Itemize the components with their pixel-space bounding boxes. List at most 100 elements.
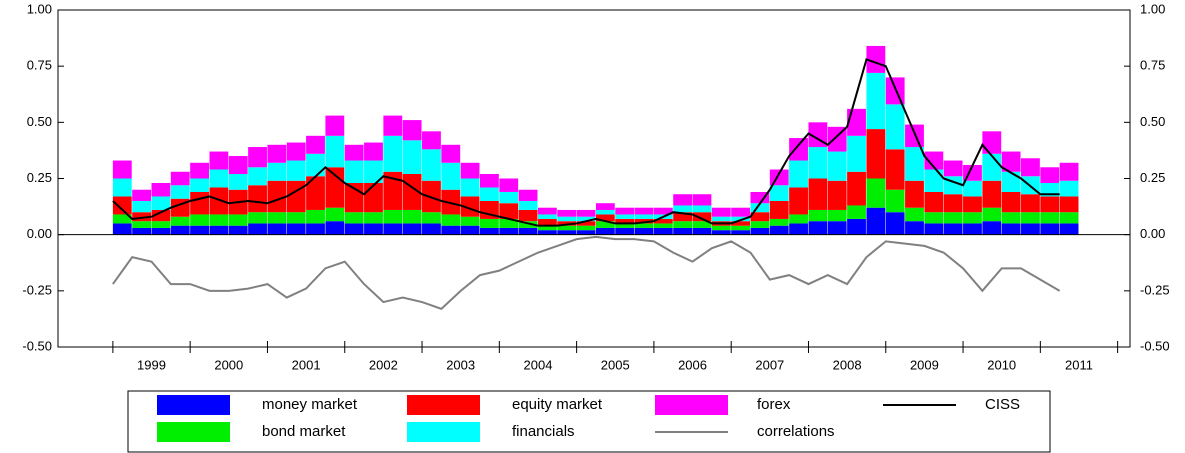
x-tick-label: 2002 (369, 357, 398, 372)
bar-segment (963, 196, 982, 213)
bar-segment (750, 203, 770, 213)
bar-segment (499, 203, 519, 219)
bar-segment (537, 207, 557, 215)
bar-segment (286, 142, 306, 161)
y2-tick-label: 0.50 (1140, 114, 1165, 129)
bar-segment (866, 178, 886, 208)
bar-segment (422, 131, 441, 150)
bar-segment (325, 207, 345, 222)
x-tick-label: 2009 (910, 357, 939, 372)
bar-segment (1059, 180, 1079, 197)
bar-segment (383, 171, 403, 210)
bar-segment (847, 205, 866, 219)
bar-segment (692, 221, 712, 228)
bar-segment (267, 144, 287, 163)
bar-segment (885, 104, 905, 150)
bar-segment (151, 227, 171, 235)
bar-segment (711, 225, 731, 231)
legend-swatch (157, 422, 230, 442)
bar-segment (673, 205, 693, 213)
bar-segment (963, 223, 982, 235)
bar-segment (1021, 158, 1040, 177)
bar-segment (479, 200, 499, 219)
bar-segment (750, 191, 770, 204)
bar-segment (827, 180, 847, 210)
bar-segment (132, 221, 152, 228)
line-series (112, 58, 1060, 227)
bar-segment (1040, 167, 1060, 183)
bar-segment (750, 227, 770, 235)
bar-segment (557, 225, 577, 231)
bar-segment (866, 207, 886, 235)
bar-segment (518, 200, 538, 210)
legend-label: forex (757, 396, 791, 413)
y2-tick-label: 1.00 (1140, 1, 1165, 16)
bar-segment (1059, 196, 1079, 213)
bar-segment (789, 223, 808, 235)
bar-segment (537, 214, 557, 219)
bar-segment (1040, 212, 1060, 224)
bar-segment (170, 171, 190, 186)
bar-segment (557, 216, 577, 222)
bar-segment (364, 212, 383, 224)
bar-segment (248, 223, 267, 235)
bar-segment (286, 223, 306, 235)
bar-segment (112, 214, 132, 224)
bar-segment (711, 207, 731, 217)
bar-segment (673, 194, 693, 206)
y-tick-label: 1.00 (27, 1, 52, 16)
bar-segment (1001, 171, 1021, 192)
x-tick-label: 1999 (137, 357, 166, 372)
y-tick-label: 0.25 (27, 170, 52, 185)
y-tick-label: 0.00 (27, 226, 52, 241)
bar-segment (364, 182, 383, 213)
bar-segment (248, 212, 267, 224)
bar-segment (576, 209, 596, 217)
bar-segment (460, 196, 480, 217)
bar-segment (518, 189, 538, 201)
legend-label: CISS (985, 396, 1020, 413)
y2-tick-label: 0.00 (1140, 226, 1165, 241)
bar-segment (286, 180, 306, 213)
bar-segment (653, 207, 673, 215)
bar-segment (866, 72, 886, 130)
bar-segment (383, 135, 403, 172)
bar-segment (248, 167, 267, 186)
bar-segment (924, 191, 944, 213)
x-tick-label: 2005 (601, 357, 630, 372)
y2-tick-label: 0.75 (1140, 58, 1165, 73)
bar-segment (344, 212, 364, 224)
bar-segment (557, 209, 577, 217)
bar-segment (692, 194, 712, 206)
marks (58, 45, 1130, 310)
bar-segment (479, 174, 499, 188)
bar-segment (325, 115, 345, 136)
bar-segment (460, 216, 480, 226)
bar-segment (595, 203, 615, 210)
bar-segment (344, 160, 364, 183)
bar-segment (731, 207, 751, 217)
bar-segment (731, 221, 751, 226)
bar-segment (383, 223, 403, 235)
bar-segment (518, 227, 538, 235)
bar-segment (170, 225, 190, 235)
bar-segment (132, 212, 152, 222)
bar-segment (924, 169, 944, 192)
bar-segment (711, 230, 731, 235)
bar-segment (190, 191, 209, 215)
legend-swatch (157, 395, 230, 415)
bar-segment (827, 221, 847, 235)
bar-segment (731, 230, 751, 235)
bar-segment (982, 221, 1002, 235)
bar-segment (112, 160, 132, 179)
bar-segment (364, 223, 383, 235)
bar-segment (151, 196, 171, 210)
bar-segment (982, 207, 1002, 222)
bar-segment (827, 151, 847, 181)
bar-segment (364, 142, 383, 161)
bar-segment (653, 227, 673, 235)
bar-segment (325, 135, 345, 168)
bar-segment (982, 153, 1002, 181)
bar-segment (1040, 182, 1060, 197)
bar-segment (518, 221, 538, 228)
